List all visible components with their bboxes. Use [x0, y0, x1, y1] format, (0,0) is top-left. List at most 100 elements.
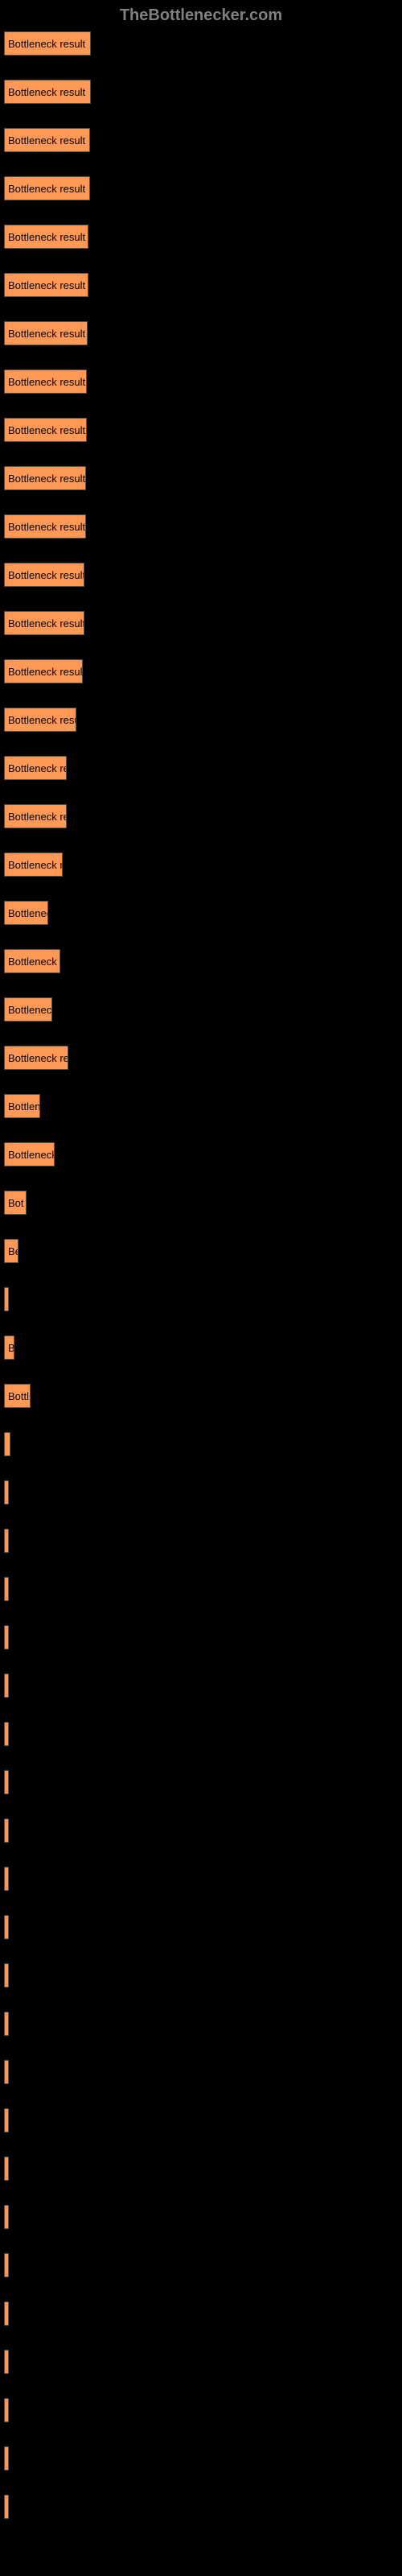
bar-row: Bottleneck	[4, 997, 398, 1022]
bar-row: Bottleneck result	[4, 514, 398, 539]
bar-row: Bottleneck re	[4, 756, 398, 780]
bar-row	[4, 2157, 398, 2181]
bar	[4, 2446, 9, 2471]
bar-label: Bottleneck result	[8, 134, 85, 147]
bar-row: B	[4, 1335, 398, 1360]
bar: Bottleneck	[4, 997, 52, 1022]
bar: Bottleneck result	[4, 563, 84, 587]
bar-row	[4, 1625, 398, 1649]
bar-row	[4, 1432, 398, 1456]
bar-row: Bottleneck	[4, 1142, 398, 1166]
bar: Bottleneck result	[4, 225, 88, 249]
bar-label: Bottleneck result	[8, 666, 83, 678]
bar	[4, 1867, 9, 1891]
bar: Bottleneck r	[4, 949, 60, 973]
bar: Bottleneck result	[4, 418, 87, 442]
bar: B	[4, 1335, 14, 1360]
bar-row	[4, 1287, 398, 1311]
bar-chart: Bottleneck result Bottleneck result Bottle…	[0, 31, 402, 2519]
bar-row: Bottleneck result	[4, 321, 398, 345]
bar-row: Bottlen	[4, 1094, 398, 1118]
bar: Bottleneck re	[4, 756, 67, 780]
bar	[4, 1915, 9, 1939]
bar: Bottleneck result	[4, 659, 83, 683]
bar: Bottleneck result	[4, 273, 88, 297]
bar	[4, 2253, 9, 2277]
bar-row: Bottleneck r	[4, 852, 398, 877]
bar	[4, 1770, 9, 1794]
bar-label: Bottleneck result	[8, 279, 85, 291]
bar-label: Bot	[8, 1197, 24, 1209]
bar: Bottleneck result	[4, 804, 67, 828]
bar-row	[4, 2350, 398, 2374]
bar-row: Bottleneck result	[4, 31, 398, 56]
bar: Bottleneck	[4, 1142, 55, 1166]
bar-row	[4, 1577, 398, 1601]
bar: Bottleneck result	[4, 128, 90, 152]
bar: Bottlenec	[4, 901, 48, 925]
bar	[4, 2157, 9, 2181]
bar-label: Bottleneck result	[8, 328, 85, 340]
bar	[4, 2398, 9, 2422]
bar-label: Bottleneck result	[8, 183, 85, 195]
bar	[4, 1674, 9, 1698]
bar-label: Bottleneck result	[8, 473, 85, 485]
bar-row: Bottlenec	[4, 901, 398, 925]
bar-label: Bottleneck result	[8, 376, 85, 388]
bar-row	[4, 1722, 398, 1746]
bar: Bottleneck result	[4, 708, 76, 732]
bar-row: Bottleneck result	[4, 804, 398, 828]
bar-row: Bottleneck result	[4, 659, 398, 683]
bar	[4, 1577, 9, 1601]
bar	[4, 2495, 9, 2519]
bar-label: Bottlenec	[8, 907, 48, 919]
bar-row	[4, 2253, 398, 2277]
bar-label: Bottleneck result	[8, 569, 84, 581]
bar: Bottlen	[4, 1094, 40, 1118]
bar-row: Bottl	[4, 1384, 398, 1408]
bar-label: Bottleneck result	[8, 86, 85, 98]
bar-label: Be	[8, 1245, 18, 1257]
bar-row: Bottleneck result	[4, 80, 398, 104]
bar-label: Bottleneck result	[8, 714, 76, 726]
bar	[4, 1625, 9, 1649]
bar-label: Bottlen	[8, 1100, 40, 1113]
bar-label: Bottl	[8, 1390, 29, 1402]
bar-row: Bottleneck result	[4, 466, 398, 490]
bar	[4, 2108, 9, 2132]
bar-row: Bottleneck result	[4, 273, 398, 297]
bar-row: Bottleneck r	[4, 949, 398, 973]
bar-row	[4, 2495, 398, 2519]
watermark-text: TheBottlenecker.com	[0, 0, 402, 31]
bar-row	[4, 1915, 398, 1939]
bar-row	[4, 1963, 398, 1988]
bar: Bottleneck result	[4, 466, 86, 490]
bar-label: Bottleneck result	[8, 811, 67, 823]
bar-row	[4, 2205, 398, 2229]
bar-row	[4, 2060, 398, 2084]
bar-row: Bottleneck result	[4, 128, 398, 152]
bar: Bottleneck result	[4, 611, 84, 635]
bar	[4, 2012, 9, 2036]
bar-row	[4, 1674, 398, 1698]
bar-label: Bottleneck	[8, 1004, 52, 1016]
bar-row	[4, 1867, 398, 1891]
bar: Bottleneck result	[4, 80, 91, 104]
bar-row	[4, 1770, 398, 1794]
bar	[4, 1963, 9, 1988]
bar-label: Bottleneck r	[8, 956, 60, 968]
bar	[4, 1287, 9, 1311]
bar	[4, 1480, 9, 1505]
bar-label: Bottleneck r	[8, 859, 63, 871]
bar-row: Be	[4, 1239, 398, 1263]
bar-label: Bottleneck res	[8, 1052, 68, 1064]
bar-row: Bottleneck res	[4, 1046, 398, 1070]
bar-row: Bottleneck result	[4, 708, 398, 732]
bar-label: Bottleneck re	[8, 762, 67, 774]
bar	[4, 2301, 9, 2326]
bar-row: Bottleneck result	[4, 563, 398, 587]
bar-label: B	[8, 1342, 14, 1354]
bar: Bottleneck r	[4, 852, 63, 877]
bar-row: Bottleneck result	[4, 176, 398, 200]
bar: Bottleneck result	[4, 514, 86, 539]
